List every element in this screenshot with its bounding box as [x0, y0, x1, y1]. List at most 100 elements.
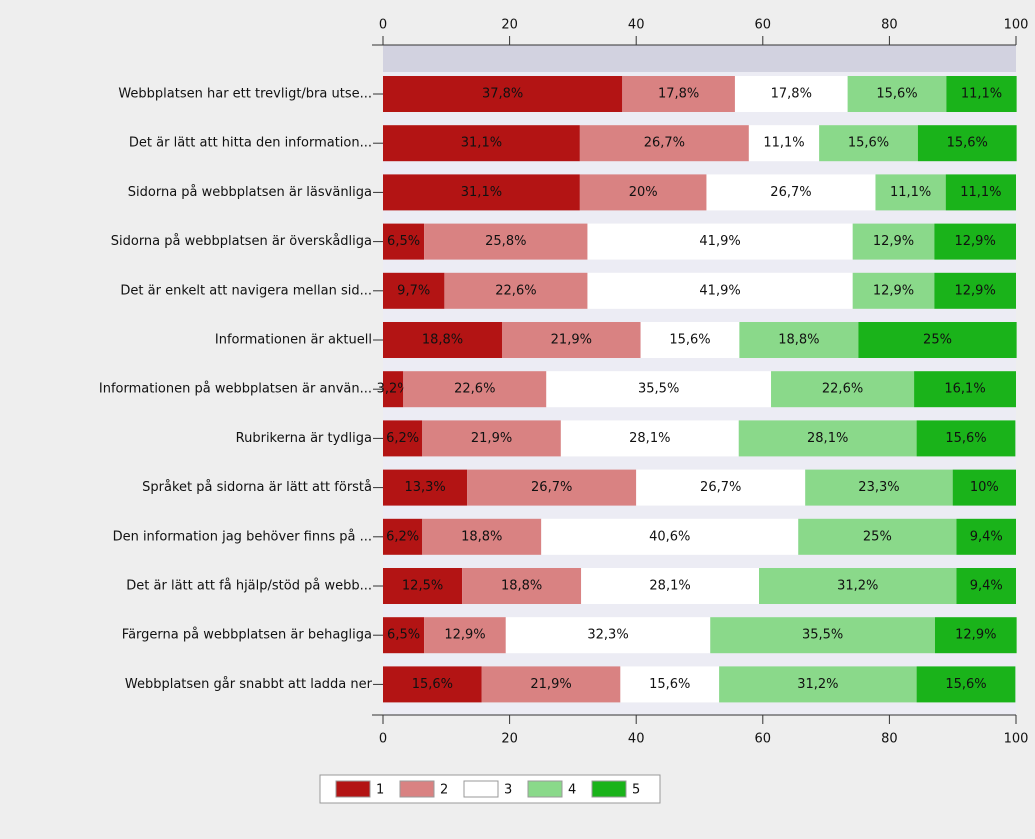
bar-segment	[502, 322, 641, 358]
value-label: 18,8%	[461, 529, 502, 544]
bar-segment	[505, 617, 711, 654]
value-label: 31,2%	[837, 579, 878, 594]
bar-segment	[934, 223, 1016, 260]
value-label: 26,7%	[644, 136, 685, 151]
category-label: Språket på sidorna är lätt att förstå	[142, 480, 372, 495]
bar-segment	[748, 125, 820, 162]
bar-segment	[383, 272, 445, 309]
value-label: 18,8%	[778, 333, 819, 348]
value-label: 6,5%	[387, 628, 420, 643]
value-label: 12,9%	[955, 283, 996, 298]
legend-label: 5	[632, 783, 640, 798]
value-label: 25%	[923, 333, 952, 348]
bar-segment	[383, 420, 423, 457]
value-label: 25%	[863, 529, 892, 544]
value-label: 15,6%	[947, 136, 988, 151]
bar-segment	[422, 518, 542, 555]
value-label: 3,2%	[377, 382, 410, 397]
bar-segment	[481, 666, 621, 703]
value-label: 23,3%	[858, 480, 899, 495]
bar-segment	[383, 322, 503, 358]
value-label: 15,6%	[669, 333, 710, 348]
bar-segment	[383, 666, 482, 703]
value-label: 12,5%	[402, 579, 443, 594]
value-label: 9,7%	[397, 283, 430, 298]
value-label: 17,8%	[771, 87, 812, 102]
bar-segment	[383, 223, 425, 260]
value-label: 37,8%	[482, 87, 523, 102]
bar-segment	[852, 272, 935, 309]
bar-segment	[462, 568, 582, 604]
bar-segment	[424, 223, 588, 260]
bar-segment	[383, 469, 468, 506]
legend-label: 1	[376, 783, 384, 798]
bar-segment	[858, 322, 1017, 358]
bar-segment	[738, 420, 917, 457]
x-tick-label: 0	[379, 18, 387, 33]
bar-segment	[383, 568, 463, 604]
x-tick-label: 20	[501, 18, 518, 33]
legend-label: 3	[504, 783, 512, 798]
bar-segment	[719, 666, 917, 703]
value-label: 9,4%	[970, 579, 1003, 594]
bar-segment	[819, 125, 918, 162]
value-label: 28,1%	[807, 431, 848, 446]
value-label: 13,3%	[404, 480, 445, 495]
value-label: 28,1%	[629, 431, 670, 446]
value-label: 15,6%	[876, 87, 917, 102]
x-tick-label: 0	[379, 732, 387, 747]
value-label: 26,7%	[700, 480, 741, 495]
value-label: 15,6%	[412, 677, 453, 692]
value-label: 22,6%	[822, 382, 863, 397]
bar-segment	[956, 518, 1016, 555]
bar-segment	[383, 518, 423, 555]
legend-label: 2	[440, 783, 448, 798]
bar-segment	[956, 568, 1016, 604]
category-label: Det är lätt att få hjälp/stöd på webb...	[126, 579, 372, 594]
legend-swatch	[463, 780, 499, 798]
value-label: 15,6%	[945, 677, 986, 692]
bar-segment	[946, 76, 1017, 112]
bar-segment	[422, 420, 561, 457]
value-label: 31,1%	[461, 136, 502, 151]
value-label: 16,1%	[944, 382, 985, 397]
bar-segment	[934, 272, 1016, 309]
x-tick-label: 80	[881, 18, 898, 33]
bar-segment	[875, 174, 946, 211]
value-label: 41,9%	[699, 283, 740, 298]
bar-segment	[403, 371, 547, 408]
bar-segment	[424, 617, 506, 654]
value-label: 21,9%	[530, 677, 571, 692]
value-label: 18,8%	[422, 333, 463, 348]
bar-segment	[914, 371, 1016, 408]
bar-segment	[805, 469, 953, 506]
bar-segment	[620, 666, 720, 703]
x-tick-label: 80	[881, 732, 898, 747]
bar-segment	[952, 469, 1016, 506]
bar-segment	[587, 272, 853, 309]
x-tick-label: 100	[1004, 732, 1029, 747]
value-label: 25,8%	[485, 234, 526, 249]
bar-segment	[383, 617, 425, 654]
bar-segment	[640, 322, 740, 358]
value-label: 6,5%	[387, 234, 420, 249]
bar-segment	[916, 666, 1016, 703]
category-label: Sidorna på webbplatsen är överskådliga	[111, 234, 372, 249]
bar-segment	[383, 174, 580, 211]
bar-segment	[622, 76, 735, 112]
value-label: 35,5%	[802, 628, 843, 643]
x-tick-label: 20	[501, 732, 518, 747]
value-label: 12,9%	[444, 628, 485, 643]
bar-segment	[541, 518, 799, 555]
value-label: 6,2%	[386, 529, 419, 544]
category-label: Informationen är aktuell	[215, 333, 372, 348]
bar-segment	[734, 76, 848, 112]
value-label: 31,1%	[461, 185, 502, 200]
legend-label: 4	[568, 783, 576, 798]
value-label: 9,4%	[970, 529, 1003, 544]
bar-segment	[636, 469, 806, 506]
value-label: 12,9%	[873, 234, 914, 249]
bar-segment	[916, 420, 1016, 457]
value-label: 12,9%	[873, 283, 914, 298]
value-label: 11,1%	[961, 87, 1002, 102]
